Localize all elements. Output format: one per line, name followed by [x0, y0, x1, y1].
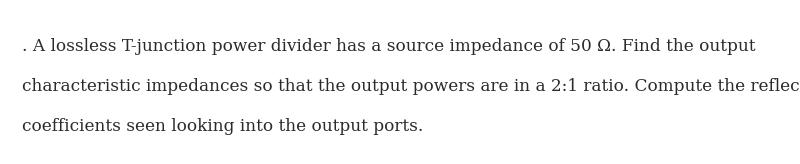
Text: . A lossless T-junction power divider has a source impedance of 50 Ω. Find the o: . A lossless T-junction power divider ha… [22, 38, 755, 55]
Text: coefficients seen looking into the output ports.: coefficients seen looking into the outpu… [22, 118, 423, 135]
Text: characteristic impedances so that the output powers are in a 2:1 ratio. Compute : characteristic impedances so that the ou… [22, 78, 800, 95]
